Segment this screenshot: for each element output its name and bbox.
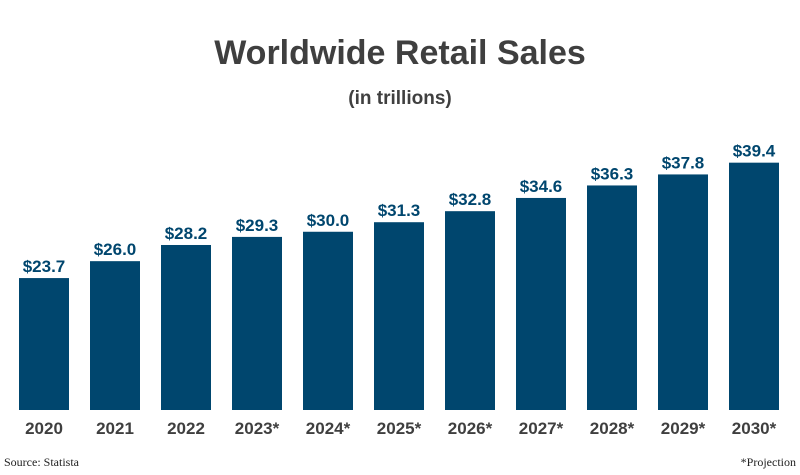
x-tick-label-2030*: 2030* bbox=[732, 419, 777, 438]
bar-2028* bbox=[587, 185, 637, 410]
x-tick-label-2029*: 2029* bbox=[661, 419, 706, 438]
data-label-2027*: $34.6 bbox=[520, 177, 563, 196]
x-tick-label-2023*: 2023* bbox=[235, 419, 280, 438]
data-label-2028*: $36.3 bbox=[591, 164, 634, 183]
data-label-2024*: $30.0 bbox=[307, 211, 350, 230]
data-label-2021: $26.0 bbox=[94, 240, 137, 259]
x-tick-label-2020: 2020 bbox=[25, 419, 63, 438]
source-note: Source: Statista bbox=[4, 455, 79, 469]
bar-2022 bbox=[161, 244, 211, 410]
data-label-2029*: $37.8 bbox=[662, 153, 705, 172]
x-tick-label-2022: 2022 bbox=[167, 419, 205, 438]
x-tick-label-2021: 2021 bbox=[96, 419, 134, 438]
bar-2020 bbox=[19, 278, 69, 410]
chart-title: Worldwide Retail Sales bbox=[214, 34, 586, 72]
bar-2030* bbox=[729, 162, 779, 410]
x-tick-label-2025*: 2025* bbox=[377, 419, 422, 438]
projection-footnote: *Projection bbox=[740, 455, 796, 469]
bar-2025* bbox=[374, 222, 424, 410]
data-label-2023*: $29.3 bbox=[236, 216, 279, 235]
data-label-2030*: $39.4 bbox=[733, 142, 776, 161]
data-label-2020: $23.7 bbox=[23, 257, 66, 276]
bar-2029* bbox=[658, 174, 708, 410]
bar-2026* bbox=[445, 211, 495, 410]
x-tick-label-2028*: 2028* bbox=[590, 419, 635, 438]
data-label-2022: $28.2 bbox=[165, 224, 208, 243]
x-tick-label-2027*: 2027* bbox=[519, 419, 564, 438]
bar-2027* bbox=[516, 197, 566, 410]
bar-2024* bbox=[303, 231, 353, 410]
chart-subtitle: (in trillions) bbox=[348, 88, 452, 109]
data-label-2025*: $31.3 bbox=[378, 201, 421, 220]
bar-2023* bbox=[232, 236, 282, 410]
bar-2021 bbox=[90, 261, 140, 410]
data-label-2026*: $32.8 bbox=[449, 190, 492, 209]
x-tick-label-2024*: 2024* bbox=[306, 419, 351, 438]
x-tick-label-2026*: 2026* bbox=[448, 419, 493, 438]
